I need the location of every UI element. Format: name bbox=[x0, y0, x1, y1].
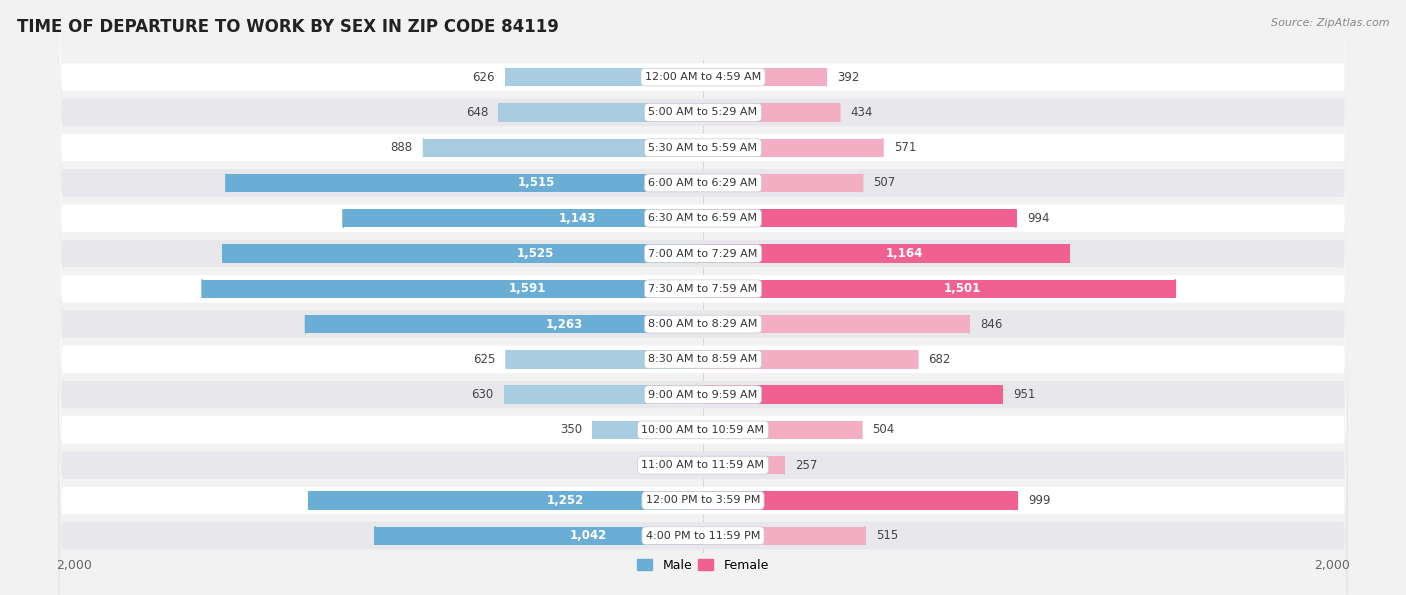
Bar bbox=[375, 527, 703, 545]
Text: 1,164: 1,164 bbox=[886, 247, 924, 260]
Text: 888: 888 bbox=[391, 141, 412, 154]
Text: 846: 846 bbox=[980, 318, 1002, 331]
Text: 257: 257 bbox=[794, 459, 817, 472]
Bar bbox=[593, 421, 703, 439]
Bar bbox=[703, 491, 1018, 509]
Bar bbox=[703, 68, 827, 86]
FancyBboxPatch shape bbox=[58, 0, 1348, 595]
Text: 625: 625 bbox=[472, 353, 495, 366]
Text: TIME OF DEPARTURE TO WORK BY SEX IN ZIP CODE 84119: TIME OF DEPARTURE TO WORK BY SEX IN ZIP … bbox=[17, 18, 558, 36]
Text: 648: 648 bbox=[465, 106, 488, 119]
FancyBboxPatch shape bbox=[58, 0, 1348, 595]
Text: 515: 515 bbox=[876, 529, 898, 542]
Text: 994: 994 bbox=[1026, 212, 1049, 225]
Bar bbox=[499, 104, 703, 121]
Text: 434: 434 bbox=[851, 106, 873, 119]
Text: 8:00 AM to 8:29 AM: 8:00 AM to 8:29 AM bbox=[648, 319, 758, 329]
FancyBboxPatch shape bbox=[58, 0, 1348, 595]
Text: 350: 350 bbox=[560, 424, 582, 436]
Text: 12:00 AM to 4:59 AM: 12:00 AM to 4:59 AM bbox=[645, 72, 761, 82]
Text: 1,143: 1,143 bbox=[558, 212, 596, 225]
Text: 10:00 AM to 10:59 AM: 10:00 AM to 10:59 AM bbox=[641, 425, 765, 435]
Bar bbox=[305, 315, 703, 333]
Text: 999: 999 bbox=[1028, 494, 1050, 507]
Bar bbox=[703, 104, 839, 121]
Text: 1,501: 1,501 bbox=[945, 282, 981, 295]
Bar bbox=[671, 456, 703, 474]
Text: Source: ZipAtlas.com: Source: ZipAtlas.com bbox=[1271, 18, 1389, 28]
Bar bbox=[703, 421, 862, 439]
FancyBboxPatch shape bbox=[58, 0, 1348, 595]
Bar bbox=[703, 315, 969, 333]
Text: 8:30 AM to 8:59 AM: 8:30 AM to 8:59 AM bbox=[648, 355, 758, 364]
Bar bbox=[506, 350, 703, 368]
Bar bbox=[505, 386, 703, 404]
Text: 571: 571 bbox=[894, 141, 917, 154]
Text: 4:00 PM to 11:59 PM: 4:00 PM to 11:59 PM bbox=[645, 531, 761, 541]
Text: 1,525: 1,525 bbox=[516, 247, 554, 260]
Bar bbox=[309, 491, 703, 509]
FancyBboxPatch shape bbox=[58, 0, 1348, 595]
Bar bbox=[703, 174, 862, 192]
FancyBboxPatch shape bbox=[58, 0, 1348, 595]
Text: 951: 951 bbox=[1014, 388, 1036, 401]
Text: 9:00 AM to 9:59 AM: 9:00 AM to 9:59 AM bbox=[648, 390, 758, 400]
FancyBboxPatch shape bbox=[58, 0, 1348, 593]
Text: 507: 507 bbox=[873, 177, 896, 189]
Text: 1,042: 1,042 bbox=[569, 529, 607, 542]
FancyBboxPatch shape bbox=[58, 0, 1348, 595]
Bar bbox=[226, 174, 703, 192]
Text: 1,263: 1,263 bbox=[546, 318, 582, 331]
Text: 504: 504 bbox=[873, 424, 894, 436]
FancyBboxPatch shape bbox=[58, 0, 1348, 595]
Bar bbox=[224, 245, 703, 262]
Text: 12:00 PM to 3:59 PM: 12:00 PM to 3:59 PM bbox=[645, 496, 761, 505]
FancyBboxPatch shape bbox=[58, 0, 1348, 595]
FancyBboxPatch shape bbox=[58, 0, 1348, 595]
Text: 6:30 AM to 6:59 AM: 6:30 AM to 6:59 AM bbox=[648, 213, 758, 223]
FancyBboxPatch shape bbox=[58, 0, 1348, 595]
FancyBboxPatch shape bbox=[58, 0, 1348, 595]
Bar bbox=[703, 386, 1002, 404]
Bar bbox=[703, 209, 1015, 227]
Bar bbox=[506, 68, 703, 86]
Text: 1,591: 1,591 bbox=[509, 282, 547, 295]
Bar bbox=[703, 139, 883, 157]
Text: 5:30 AM to 5:59 AM: 5:30 AM to 5:59 AM bbox=[648, 143, 758, 153]
Bar bbox=[703, 280, 1175, 298]
Bar bbox=[343, 209, 703, 227]
Text: 5:00 AM to 5:29 AM: 5:00 AM to 5:29 AM bbox=[648, 108, 758, 117]
Text: 11:00 AM to 11:59 AM: 11:00 AM to 11:59 AM bbox=[641, 460, 765, 470]
Text: 1,515: 1,515 bbox=[517, 177, 555, 189]
Text: 392: 392 bbox=[838, 71, 859, 84]
Text: 104: 104 bbox=[637, 459, 659, 472]
Text: 7:00 AM to 7:29 AM: 7:00 AM to 7:29 AM bbox=[648, 249, 758, 258]
Bar bbox=[703, 527, 865, 545]
FancyBboxPatch shape bbox=[58, 20, 1348, 595]
Bar bbox=[423, 139, 703, 157]
Text: 6:00 AM to 6:29 AM: 6:00 AM to 6:29 AM bbox=[648, 178, 758, 188]
Text: 1,252: 1,252 bbox=[547, 494, 583, 507]
Text: 7:30 AM to 7:59 AM: 7:30 AM to 7:59 AM bbox=[648, 284, 758, 294]
Bar bbox=[703, 456, 785, 474]
Bar bbox=[703, 350, 918, 368]
Bar bbox=[202, 280, 703, 298]
Legend: Male, Female: Male, Female bbox=[633, 554, 773, 577]
Bar bbox=[703, 245, 1070, 262]
Text: 630: 630 bbox=[471, 388, 494, 401]
Text: 626: 626 bbox=[472, 71, 495, 84]
Text: 682: 682 bbox=[928, 353, 950, 366]
